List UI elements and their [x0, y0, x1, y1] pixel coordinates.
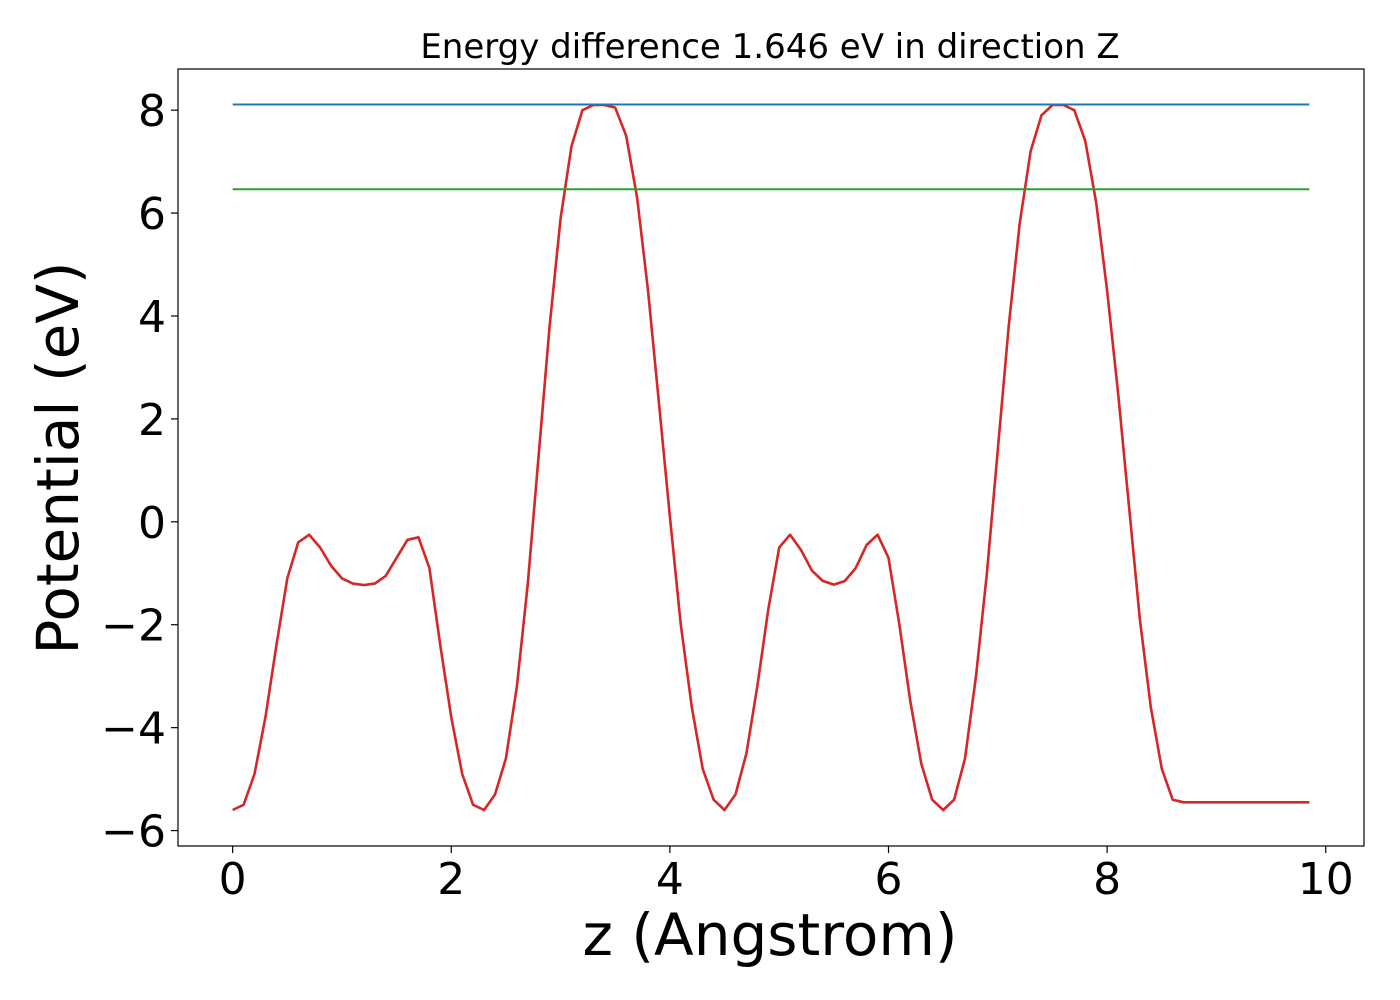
- x-tick-label: 10: [1298, 854, 1354, 905]
- chart-title: Energy difference 1.646 eV in direction …: [420, 27, 1119, 67]
- x-tick-label: 0: [219, 854, 247, 905]
- y-tick-label: 6: [138, 189, 166, 240]
- x-tick-label: 6: [875, 854, 903, 905]
- y-tick-label: 4: [138, 292, 166, 343]
- x-tick-label: 2: [437, 854, 465, 905]
- x-tick-label: 8: [1093, 854, 1121, 905]
- plot-frame: [177, 68, 1365, 847]
- y-tick-label: 2: [138, 395, 166, 446]
- y-axis: −6 −4 −2 0 2 4 6 8: [101, 86, 178, 858]
- x-tick-label: 4: [656, 854, 684, 905]
- y-tick-label: 0: [138, 498, 166, 549]
- y-axis-label: Potential (eV): [24, 261, 92, 654]
- y-tick-label: −4: [101, 704, 166, 755]
- y-tick-label: −2: [101, 601, 166, 652]
- series-line-0: [232, 103, 1310, 812]
- y-tick-label: −6: [101, 807, 166, 858]
- y-tick-label: 8: [138, 86, 166, 137]
- x-axis-label: z (Angstrom): [583, 901, 958, 969]
- x-axis: 0 2 4 6 8 10: [219, 846, 1354, 905]
- series-layer: [232, 103, 1310, 812]
